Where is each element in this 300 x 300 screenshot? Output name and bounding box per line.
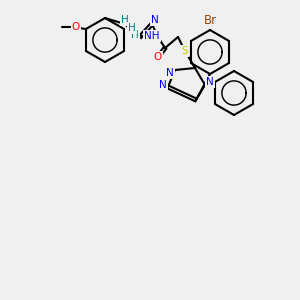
Text: S: S (182, 46, 188, 56)
Text: O: O (72, 22, 80, 32)
Text: Br: Br (203, 14, 217, 28)
Text: N: N (166, 68, 174, 78)
Text: N: N (151, 15, 159, 25)
Text: N: N (206, 77, 214, 87)
Text: H: H (121, 15, 129, 25)
Text: H: H (128, 23, 136, 33)
Text: N: N (159, 80, 167, 90)
Text: H: H (131, 30, 139, 40)
Text: O: O (154, 52, 162, 62)
Text: NH: NH (144, 31, 160, 41)
